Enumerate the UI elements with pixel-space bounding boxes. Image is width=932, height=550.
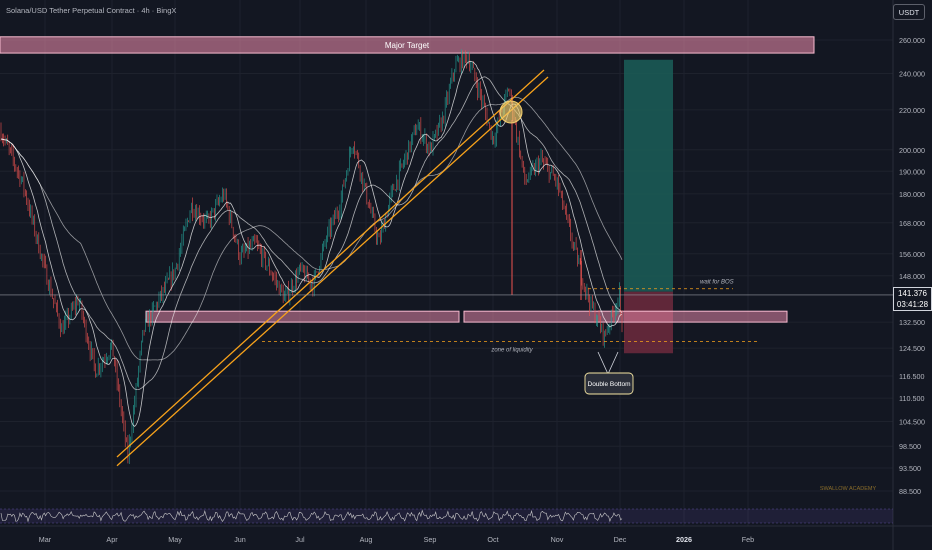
- y-tick-label: 180.000: [899, 190, 925, 199]
- y-tick-label: 156.000: [899, 250, 925, 259]
- x-tick-label: Jun: [234, 535, 246, 544]
- price-axis: 260.000 240.000 220.000 200.000 190.000 180.0…: [899, 36, 925, 496]
- x-tick-label: May: [168, 535, 182, 544]
- rsi-line: [0, 509, 623, 523]
- double-bottom-label: Double Bottom: [588, 381, 631, 388]
- x-tick-label: Feb: [742, 535, 754, 544]
- y-tick-label: 190.000: [899, 167, 925, 176]
- watermark-label: SWALLOW ACADEMY: [820, 486, 877, 492]
- y-tick-label: 88.500: [899, 487, 921, 496]
- moving-average-line: [0, 76, 623, 391]
- y-tick-label: 98.500: [899, 442, 921, 451]
- y-tick-label: 124.500: [899, 344, 925, 353]
- y-tick-label: 110.500: [899, 394, 924, 403]
- support-zone: [145, 310, 460, 323]
- last-price-value: 141.376: [898, 289, 927, 298]
- rsi-pane: [0, 508, 893, 524]
- moving-average-line: [0, 60, 623, 427]
- y-tick-label: 104.500: [899, 417, 925, 426]
- moving-averages: [0, 60, 623, 427]
- chart-title: Solana/USD Tether Perpetual Contract · 4…: [6, 6, 177, 15]
- major-target-label: Major Target: [385, 41, 430, 50]
- y-tick-label: 240.000: [899, 69, 925, 78]
- y-tick-label: 220.000: [899, 106, 925, 115]
- x-tick-label: Mar: [39, 535, 52, 544]
- major-target-zone: [0, 36, 815, 54]
- y-tick-label: 93.500: [899, 464, 921, 473]
- last-price-tag: 141.376 03:41:28: [893, 287, 932, 311]
- x-tick-label: Apr: [106, 535, 118, 544]
- breakout-highlight: [499, 100, 523, 124]
- x-tick-label: Oct: [487, 535, 498, 544]
- x-tick-label: Jul: [295, 535, 305, 544]
- y-tick-label: 168.000: [899, 219, 925, 228]
- support-zone: [463, 310, 788, 323]
- wait-for-bos-label: wait for BOS: [700, 280, 734, 286]
- y-tick-label: 200.000: [899, 146, 925, 155]
- double-bottom-box: [584, 372, 634, 395]
- time-axis: Mar Apr May Jun Jul Aug Sep Oct Nov Dec 2026 Feb: [39, 535, 754, 544]
- y-tick-label: 116.500: [899, 372, 924, 381]
- x-tick-label: Dec: [614, 535, 627, 544]
- y-tick-label: 132.500: [899, 318, 925, 327]
- x-tick-label: Nov: [551, 535, 564, 544]
- zone-of-liquidity-label: zone of liquidity: [490, 347, 533, 353]
- take-profit-zone: [624, 59, 673, 292]
- trendline: [116, 69, 545, 458]
- x-tick-label: Aug: [360, 535, 373, 544]
- x-tick-label: 2026: [676, 535, 692, 544]
- moving-average-line: [0, 96, 623, 361]
- x-tick-label: Sep: [424, 535, 437, 544]
- y-tick-label: 148.000: [899, 272, 925, 281]
- currency-button[interactable]: USDT: [893, 4, 925, 20]
- countdown-timer: 03:41:28: [896, 300, 929, 309]
- double-bottom-pointer: [597, 351, 619, 375]
- y-tick-label: 260.000: [899, 36, 925, 45]
- trendline: [116, 76, 549, 467]
- candles: [0, 49, 623, 465]
